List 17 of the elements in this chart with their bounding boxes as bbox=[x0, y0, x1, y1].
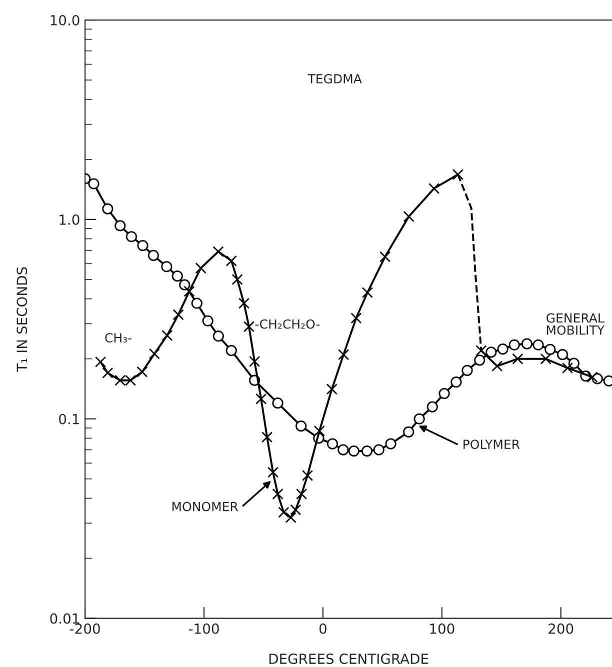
annotation: -CH₂CH₂O- bbox=[255, 319, 320, 329]
x-tick-label: 0 bbox=[319, 623, 326, 634]
x-axis-title: DEGREES CENTIGRADE bbox=[269, 654, 428, 664]
x-tick-label: -100 bbox=[188, 623, 219, 634]
annotation: POLYMER bbox=[464, 440, 520, 450]
y-tick-label: 1.0 bbox=[60, 214, 80, 225]
y-tick-label: 10.0 bbox=[50, 14, 80, 26]
x-tick-label: 200 bbox=[548, 623, 574, 634]
x-tick-label: -200 bbox=[70, 623, 100, 634]
y-axis-title: T₁ IN SECONDS bbox=[16, 267, 28, 372]
annotation: CH₃- bbox=[105, 333, 132, 343]
annotation: MONOMER bbox=[172, 502, 238, 512]
text: TEGDMA bbox=[308, 74, 362, 84]
annotation: GENERAL MOBILITY bbox=[546, 313, 605, 335]
y-tick-label: 0.01 bbox=[50, 613, 79, 624]
x-tick-label: 100 bbox=[430, 623, 454, 634]
y-tick-label: 0.1 bbox=[59, 414, 79, 424]
